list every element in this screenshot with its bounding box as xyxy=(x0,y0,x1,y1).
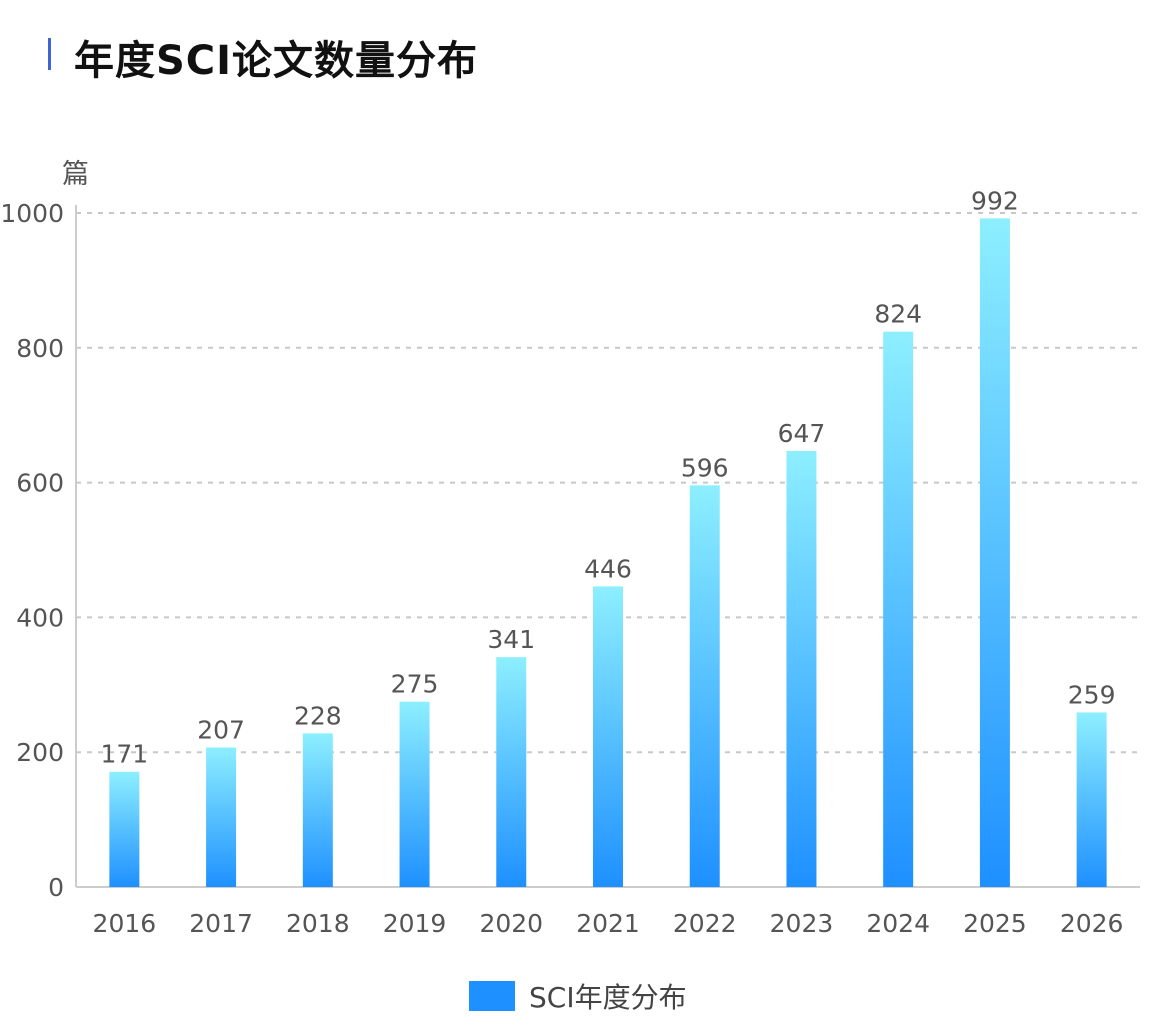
bar-2019[interactable] xyxy=(399,701,430,887)
x-tick-label-2019: 2019 xyxy=(383,909,447,938)
data-label-2016: 171 xyxy=(101,740,149,769)
axes: 篇 0 200 400 600 800 1000 2016 2017 2018 2019 2020 20… xyxy=(0,159,1140,938)
legend[interactable]: SCI年度分布 xyxy=(469,976,687,1016)
bars xyxy=(109,218,1107,888)
data-label-2025: 992 xyxy=(971,186,1019,215)
data-label-2017: 207 xyxy=(197,715,245,744)
bar-2020[interactable] xyxy=(496,657,527,887)
legend-label: SCI年度分布 xyxy=(529,981,687,1014)
data-label-2020: 341 xyxy=(487,625,535,654)
x-tick-label-2025: 2025 xyxy=(963,909,1027,938)
bar-2017[interactable] xyxy=(206,747,237,887)
y-tick-label: 0 xyxy=(48,873,64,902)
x-tick-label-2023: 2023 xyxy=(770,909,834,938)
x-tick-label-2022: 2022 xyxy=(673,909,737,938)
data-label-2026: 259 xyxy=(1068,680,1116,709)
x-tick-label-2018: 2018 xyxy=(286,909,350,938)
y-tick-label: 600 xyxy=(16,469,64,498)
data-label-2019: 275 xyxy=(391,670,439,699)
x-tick-label-2026: 2026 xyxy=(1060,909,1124,938)
bar-2022[interactable] xyxy=(689,485,720,887)
y-tick-label: 800 xyxy=(16,334,64,363)
chart-title: 年度SCI论文数量分布 xyxy=(74,38,479,84)
bar-2021[interactable] xyxy=(593,586,623,887)
legend-swatch xyxy=(469,981,515,1011)
x-tick-label-2024: 2024 xyxy=(866,909,930,938)
x-tick-label-2020: 2020 xyxy=(479,909,543,938)
x-tick-label-2017: 2017 xyxy=(189,909,253,938)
bar-2018[interactable] xyxy=(302,733,333,887)
title-accent-bar xyxy=(48,38,51,70)
y-tick-label: 1000 xyxy=(0,199,64,228)
bar-2023[interactable] xyxy=(786,450,817,887)
bar-2016[interactable] xyxy=(109,771,140,887)
bar-2025[interactable] xyxy=(979,218,1010,888)
data-label-2018: 228 xyxy=(294,701,342,730)
y-tick-label: 200 xyxy=(16,738,64,767)
data-label-2023: 647 xyxy=(778,419,826,448)
data-label-2024: 824 xyxy=(874,300,922,329)
x-tick-label-2021: 2021 xyxy=(576,909,640,938)
x-tick-label-2016: 2016 xyxy=(93,909,157,938)
data-label-2022: 596 xyxy=(681,453,729,482)
y-axis-unit-label: 篇 xyxy=(62,159,89,190)
data-labels: 171 207 228 275 341 446 596 647 824 992 259 xyxy=(101,186,1116,768)
bar-2024[interactable] xyxy=(883,331,914,887)
y-tick-label: 400 xyxy=(16,603,64,632)
data-label-2021: 446 xyxy=(584,554,632,583)
bar-2026[interactable] xyxy=(1076,712,1107,887)
